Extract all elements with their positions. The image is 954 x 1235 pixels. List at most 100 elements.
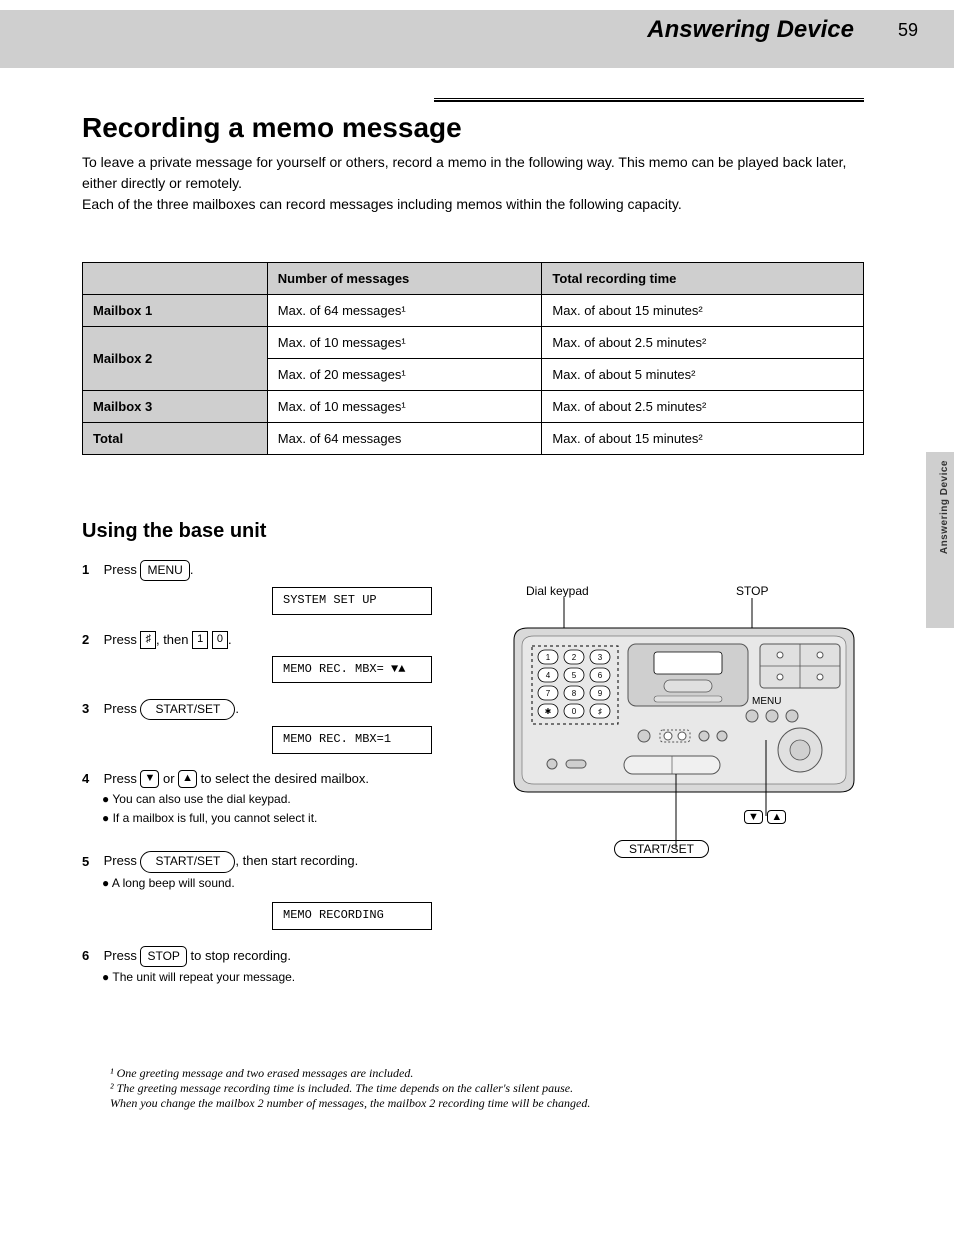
svg-text:♯: ♯: [598, 707, 602, 716]
cell: Max. of about 2.5 minutes²: [542, 391, 864, 423]
step-bullet: ● A long beep will sound.: [102, 875, 492, 892]
step-text: , then start recording.: [235, 854, 358, 869]
start-set-key: START/SET: [140, 699, 235, 720]
step-number: 5: [82, 853, 100, 872]
lcd-display: MEMO RECORDING: [272, 902, 432, 929]
hash-key: ♯: [140, 631, 156, 649]
control-panel-diagram: 1 2 3 4 5 6 7 8 9 ✱ 0 ♯: [504, 580, 872, 880]
step-5: 5 Press START/SET, then start recording.…: [82, 851, 492, 929]
rowhead: Mailbox 2: [83, 327, 268, 391]
capacity-table: Number of messages Total recording time …: [82, 262, 864, 455]
start-set-label: START/SET: [614, 840, 709, 858]
callout-arrows: ▼ ▲: [744, 808, 786, 826]
cell: Max. of about 15 minutes²: [542, 423, 864, 455]
rowhead: Mailbox 3: [83, 391, 268, 423]
step-bullet: ● You can also use the dial keypad.: [102, 791, 492, 808]
th-time: Total recording time: [542, 263, 864, 295]
step-text: .: [190, 562, 194, 577]
lcd-display: MEMO REC. MBX=1: [272, 726, 432, 753]
step-text: to stop recording.: [187, 948, 291, 963]
step-number: 4: [82, 770, 100, 789]
cell: Max. of 20 messages¹: [267, 359, 542, 391]
callout-stop: STOP: [736, 584, 768, 598]
step-number: 3: [82, 700, 100, 719]
step-text: Press: [104, 771, 141, 786]
up-arrow-key: ▲: [178, 770, 197, 788]
step-4: 4 Press ▼ or ▲ to select the desired mai…: [82, 770, 492, 828]
th-blank: [83, 263, 268, 295]
svg-text:2: 2: [572, 653, 577, 662]
svg-text:4: 4: [546, 671, 551, 680]
intro-line: To leave a private message for yourself …: [82, 154, 615, 170]
menu-key: MENU: [140, 560, 189, 581]
table-header-row: Number of messages Total recording time: [83, 263, 864, 295]
callout-startset: START/SET: [614, 840, 709, 858]
down-arrow-icon: ▼: [744, 810, 763, 824]
callout-keypad: Dial keypad: [526, 584, 589, 598]
svg-text:7: 7: [546, 689, 551, 698]
table-row: Mailbox 3 Max. of 10 messages¹ Max. of a…: [83, 391, 864, 423]
step-bullet: ● If a mailbox is full, you cannot selec…: [102, 810, 492, 827]
step-2: 2 Press ♯, then 1 0. MEMO REC. MBX= ▼▲: [82, 631, 492, 683]
svg-text:9: 9: [598, 689, 603, 698]
cell: Max. of about 2.5 minutes²: [542, 327, 864, 359]
step-text: , then: [156, 632, 192, 647]
svg-text:1: 1: [546, 653, 551, 662]
step-text: Press: [104, 632, 141, 647]
cell: Max. of about 5 minutes²: [542, 359, 864, 391]
step-bullet: ● The unit will repeat your message.: [102, 969, 492, 986]
panel-svg: 1 2 3 4 5 6 7 8 9 ✱ 0 ♯: [504, 580, 872, 880]
page-number: 59: [898, 20, 918, 41]
intro-line: Each of the three mailboxes can record m…: [82, 196, 682, 212]
rowhead: Mailbox 1: [83, 295, 268, 327]
svg-text:✱: ✱: [545, 707, 552, 716]
step-text: .: [228, 632, 232, 647]
step-number: 2: [82, 631, 100, 650]
side-tab-label: Answering Device: [939, 460, 950, 554]
cell: Max. of 64 messages: [267, 423, 542, 455]
stop-key: STOP: [140, 946, 186, 967]
lcd-display: SYSTEM SET UP: [272, 587, 432, 614]
step-3: 3 Press START/SET. MEMO REC. MBX=1: [82, 699, 492, 754]
header-title: Answering Device: [647, 16, 854, 44]
cell: Max. of 64 messages¹: [267, 295, 542, 327]
step-text: Press: [104, 948, 141, 963]
callout-menu: MENU: [752, 696, 781, 707]
cell: Max. of about 15 minutes²: [542, 295, 864, 327]
svg-text:8: 8: [572, 689, 577, 698]
th-messages: Number of messages: [267, 263, 542, 295]
cell: Max. of 10 messages¹: [267, 327, 542, 359]
step-6: 6 Press STOP to stop recording. ● The un…: [82, 946, 492, 987]
step-text: or: [159, 771, 178, 786]
table-row: Total Max. of 64 messages Max. of about …: [83, 423, 864, 455]
footnote: ² The greeting message recording time is…: [110, 1081, 850, 1096]
step-1: 1 Press MENU. SYSTEM SET UP: [82, 560, 492, 615]
cell: Max. of 10 messages¹: [267, 391, 542, 423]
steps-list: 1 Press MENU. SYSTEM SET UP 2 Press ♯, t…: [82, 560, 492, 1002]
svg-text:3: 3: [598, 653, 603, 662]
step-text: Press: [104, 701, 141, 716]
steps-heading: Using the base unit: [82, 520, 266, 543]
lcd-display: MEMO REC. MBX= ▼▲: [272, 656, 432, 683]
digit-key: 0: [212, 631, 228, 649]
down-arrow-key: ▼: [140, 770, 159, 788]
step-number: 6: [82, 947, 100, 966]
svg-text:0: 0: [572, 707, 577, 716]
step-text: to select the desired mailbox.: [197, 771, 369, 786]
footnotes: ¹ One greeting message and two erased me…: [110, 1066, 850, 1111]
table-row: Mailbox 1 Max. of 64 messages¹ Max. of a…: [83, 295, 864, 327]
intro-paragraph: To leave a private message for yourself …: [82, 152, 862, 215]
svg-text:5: 5: [572, 671, 577, 680]
svg-text:6: 6: [598, 671, 603, 680]
digit-key: 1: [192, 631, 208, 649]
step-text: Press: [104, 562, 137, 577]
step-number: 1: [82, 561, 100, 580]
step-text: Press: [104, 854, 141, 869]
section-heading: Recording a memo message: [82, 112, 462, 144]
step-text: .: [235, 701, 239, 716]
up-arrow-icon: ▲: [767, 810, 786, 824]
footnote: ¹ One greeting message and two erased me…: [110, 1066, 850, 1081]
title-rule: [434, 98, 864, 102]
rowhead: Total: [83, 423, 268, 455]
table-row: Mailbox 2 Max. of 10 messages¹ Max. of a…: [83, 327, 864, 359]
